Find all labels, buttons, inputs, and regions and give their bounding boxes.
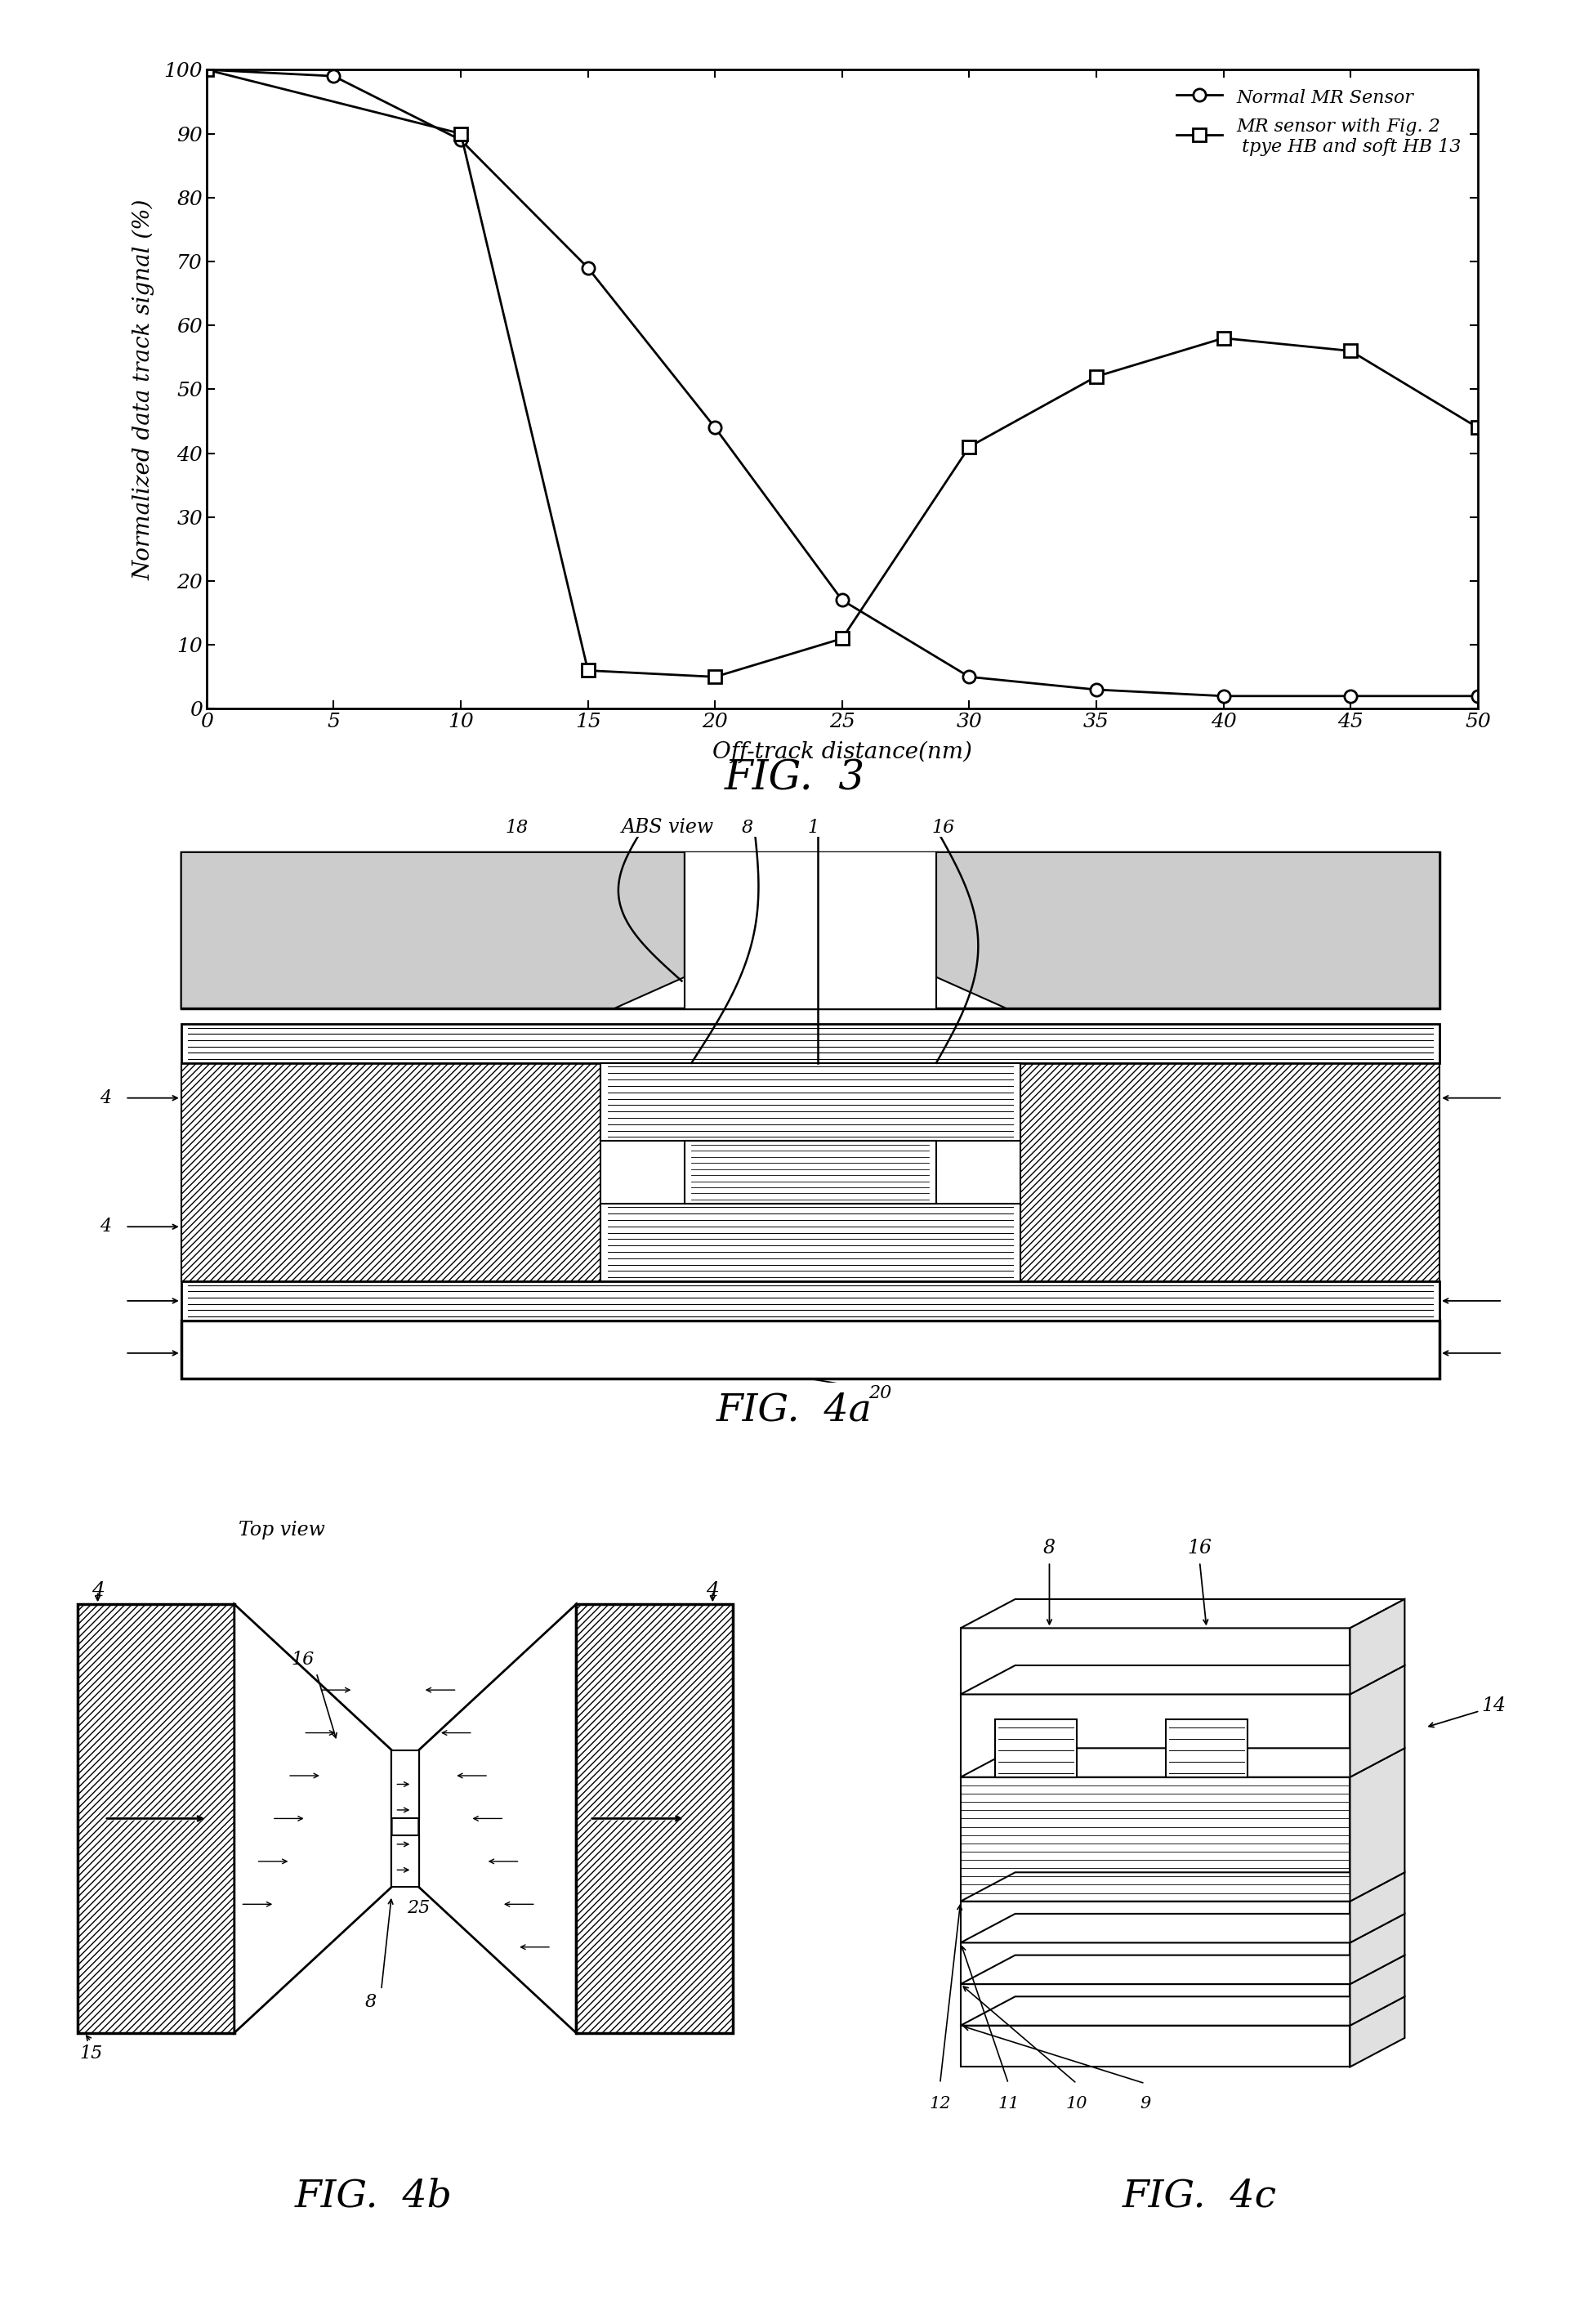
Bar [181,1320,1440,1378]
MR sensor with Fig. 2
 tpye HB and soft HB 13 [1214,325,1233,353]
Text: FIG.  4a: FIG. 4a [717,1392,872,1429]
Normal MR Sensor [578,253,597,281]
Normal MR Sensor [833,586,852,614]
Bar [601,1204,1020,1281]
Line: Normal MR Sensor: Normal MR Sensor [200,63,1484,702]
Polygon shape [960,1666,1405,1694]
Normal MR Sensor [197,56,216,84]
MR sensor with Fig. 2
 tpye HB and soft HB 13 [706,662,725,690]
Polygon shape [960,1629,1351,1694]
Polygon shape [181,853,685,1009]
Polygon shape [960,1694,1351,1778]
Bar [995,1720,1077,1778]
Polygon shape [960,1599,1405,1629]
MR sensor with Fig. 2
 tpye HB and soft HB 13 [578,658,597,686]
Y-axis label: Normalized data track signal (%): Normalized data track signal (%) [132,198,154,581]
Text: 16: 16 [291,1650,315,1669]
Text: 11: 11 [998,2096,1019,2113]
Bar [78,1604,235,2034]
Normal MR Sensor [1087,676,1106,704]
Normal MR Sensor [960,662,979,690]
Text: 25: 25 [407,1899,431,1917]
Text: 8: 8 [365,1994,377,2010]
Text: 4: 4 [706,1580,720,1599]
Polygon shape [1351,1666,1405,1778]
Line: MR sensor with Fig. 2
 tpye HB and soft HB 13: MR sensor with Fig. 2 tpye HB and soft H… [200,63,1484,683]
Polygon shape [1351,1748,1405,1901]
Text: 1: 1 [807,818,818,837]
Text: 16: 16 [1187,1538,1212,1557]
Bar [1165,1720,1247,1778]
MR sensor with Fig. 2
 tpye HB and soft HB 13 [833,625,852,653]
Normal MR Sensor [451,125,470,153]
Normal MR Sensor [324,63,343,91]
Text: 18: 18 [505,818,528,837]
Polygon shape [235,1604,391,2034]
Bar [601,1062,1020,1141]
Bar [391,1750,419,1817]
Polygon shape [960,1954,1405,1985]
Text: 12: 12 [930,2096,950,2113]
Text: ABS view: ABS view [621,818,713,837]
Text: 4: 4 [91,1580,105,1599]
Polygon shape [960,1943,1351,1985]
Polygon shape [1351,1599,1405,1694]
Polygon shape [1351,1873,1405,1943]
Text: 14: 14 [1481,1697,1506,1715]
Text: 8: 8 [742,818,753,837]
Polygon shape [960,1996,1405,2027]
MR sensor with Fig. 2
 tpye HB and soft HB 13 [197,56,216,84]
Text: FIG.  3: FIG. 3 [725,758,864,799]
Normal MR Sensor [1341,683,1360,711]
Normal MR Sensor [706,414,725,442]
Text: Top view: Top view [238,1520,326,1541]
Text: FIG.  4b: FIG. 4b [294,2178,453,2215]
MR sensor with Fig. 2
 tpye HB and soft HB 13 [1087,363,1106,390]
MR sensor with Fig. 2
 tpye HB and soft HB 13 [1341,337,1360,365]
Bar [181,1062,601,1281]
Polygon shape [936,853,1440,1009]
Text: 10: 10 [1066,2096,1087,2113]
X-axis label: Off-track distance(nm): Off-track distance(nm) [712,741,972,762]
Bar [575,1604,733,2034]
Normal MR Sensor [1214,683,1233,711]
Text: 20: 20 [869,1385,891,1401]
Bar [1020,1062,1440,1281]
Bar [685,1141,936,1204]
Text: 9: 9 [1139,2096,1150,2113]
Polygon shape [1351,1996,1405,2066]
Bar [685,853,936,1009]
Normal MR Sensor [1468,683,1487,711]
MR sensor with Fig. 2
 tpye HB and soft HB 13 [960,432,979,460]
Polygon shape [1351,1954,1405,2027]
Text: 15: 15 [79,2045,102,2064]
Bar [391,1836,419,1887]
Bar [181,853,1440,1009]
Polygon shape [960,1873,1405,1901]
Polygon shape [960,1778,1351,1901]
Text: FIG.  4c: FIG. 4c [1122,2178,1278,2215]
Bar [181,1281,1440,1320]
MR sensor with Fig. 2
 tpye HB and soft HB 13 [451,121,470,149]
Text: 4: 4 [100,1218,111,1236]
Polygon shape [960,1985,1351,2027]
Bar [181,1025,1440,1062]
Text: 8: 8 [1044,1538,1055,1557]
MR sensor with Fig. 2
 tpye HB and soft HB 13 [1468,414,1487,442]
Legend: Normal MR Sensor, MR sensor with Fig. 2
 tpye HB and soft HB 13: Normal MR Sensor, MR sensor with Fig. 2 … [1170,79,1468,163]
Polygon shape [419,1604,575,2034]
Text: 16: 16 [931,818,955,837]
Polygon shape [960,2027,1351,2066]
Polygon shape [960,1913,1405,1943]
Text: 4: 4 [100,1090,111,1106]
Polygon shape [960,1901,1351,1943]
Polygon shape [1351,1913,1405,1985]
Polygon shape [960,1748,1405,1778]
